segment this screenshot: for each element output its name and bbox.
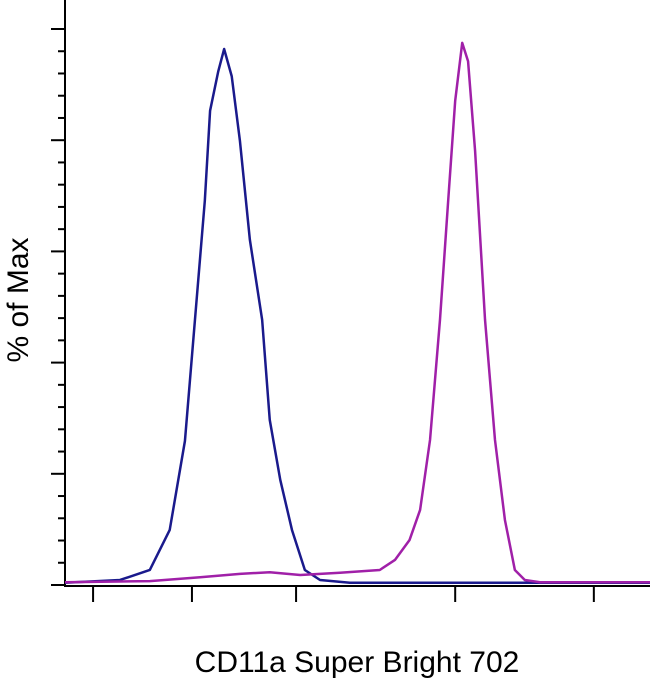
histogram-line — [64, 47, 650, 585]
y-axis-label: % of Max — [2, 237, 35, 362]
histogram-line — [64, 41, 650, 584]
x-axis-label: CD11a Super Bright 702 — [195, 646, 520, 679]
